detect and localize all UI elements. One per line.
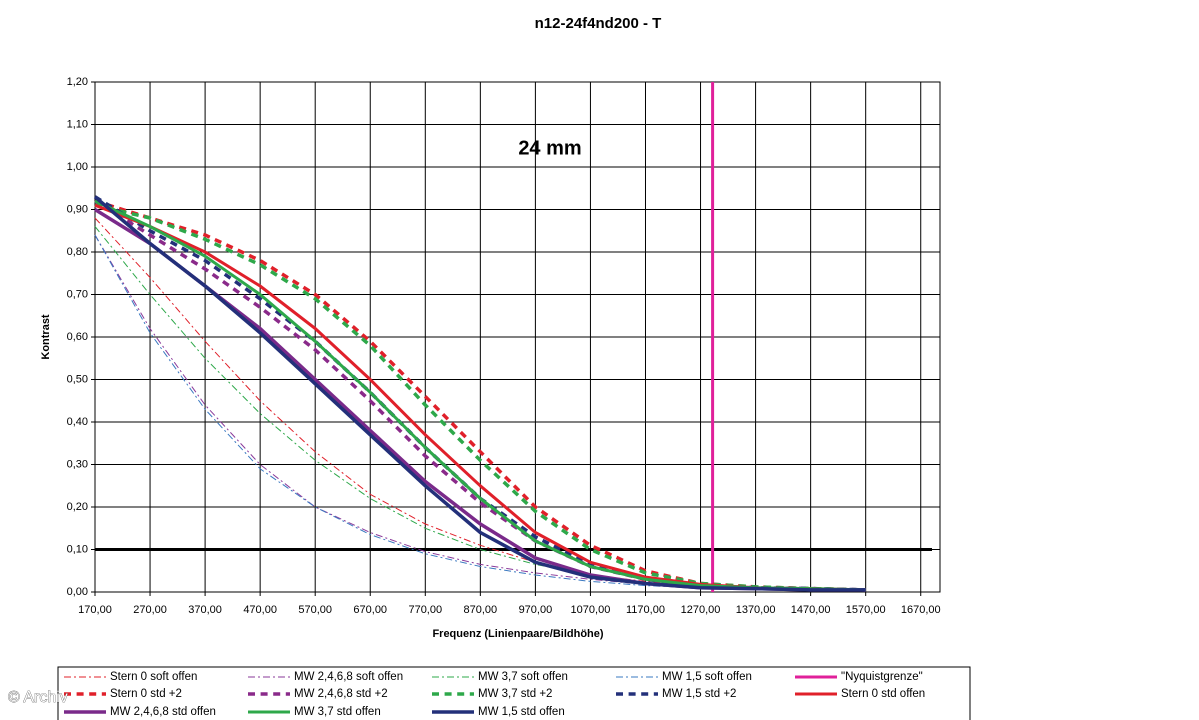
x-tick-label: 1470,00 — [791, 604, 831, 616]
legend-label: MW 2,4,6,8 std offen — [110, 706, 216, 718]
y-tick-label: 1,10 — [67, 118, 88, 130]
watermark: © Archiv — [8, 689, 68, 706]
x-tick-label: 1570,00 — [846, 604, 886, 616]
y-axis-label: Kontrast — [40, 314, 52, 360]
legend-label: MW 2,4,6,8 std +2 — [294, 688, 388, 700]
series-line — [94, 217, 866, 591]
y-tick-label: 0,30 — [67, 458, 88, 470]
legend-label: MW 1,5 soft offen — [662, 671, 752, 683]
legend-label: MW 3,7 std +2 — [478, 688, 552, 700]
y-tick-label: 0,00 — [67, 586, 88, 598]
series-line — [94, 203, 866, 592]
series-line — [94, 199, 866, 592]
lines — [93, 82, 932, 592]
series-line — [94, 234, 866, 591]
y-tick-label: 0,70 — [67, 288, 88, 300]
legend-label: Stern 0 std offen — [841, 688, 925, 700]
x-tick-label: 670,00 — [353, 604, 387, 616]
y-tick-label: 1,20 — [67, 76, 88, 88]
y-tick-label: 0,60 — [67, 331, 88, 343]
y-tick-label: 0,40 — [67, 416, 88, 428]
series-line — [94, 199, 866, 592]
chart-title: n12-24f4nd200 - T — [535, 15, 662, 32]
x-tick-label: 970,00 — [519, 604, 553, 616]
legend-label: Stern 0 soft offen — [110, 671, 197, 683]
y-tick-label: 0,50 — [67, 373, 88, 385]
legend-label: MW 2,4,6,8 soft offen — [294, 671, 403, 683]
x-tick-label: 370,00 — [188, 604, 222, 616]
series-line — [93, 195, 866, 592]
x-tick-label: 870,00 — [464, 604, 498, 616]
x-tick-label: 570,00 — [298, 604, 332, 616]
legend-label: MW 3,7 soft offen — [478, 671, 568, 683]
x-tick-label: 770,00 — [408, 604, 442, 616]
y-tick-label: 0,90 — [67, 203, 88, 215]
legend-label: MW 3,7 std offen — [294, 706, 381, 718]
x-tick-label: 1670,00 — [901, 604, 941, 616]
y-tick-label: 0,20 — [67, 501, 88, 513]
y-tick-label: 0,80 — [67, 246, 88, 258]
legend-label: Stern 0 std +2 — [110, 688, 182, 700]
x-tick-label: 170,00 — [78, 604, 112, 616]
series-line — [94, 234, 866, 591]
x-tick-label: 470,00 — [243, 604, 277, 616]
x-tick-label: 1370,00 — [736, 604, 776, 616]
legend-label: MW 1,5 std offen — [478, 706, 565, 718]
annotation: 24 mm — [518, 137, 581, 159]
x-tick-label: 270,00 — [133, 604, 167, 616]
x-tick-label: 1070,00 — [571, 604, 611, 616]
legend: Stern 0 soft offen MW 2,4,6,8 soft offen M… — [64, 671, 925, 718]
y-tick-label: 1,00 — [67, 161, 88, 173]
legend-label: "Nyquistgrenze" — [841, 671, 923, 683]
x-tick-label: 1270,00 — [681, 604, 721, 616]
x-tick-label: 1170,00 — [626, 604, 665, 616]
x-axis-label: Frequenz (Linienpaare/Bildhöhe) — [432, 628, 603, 640]
y-tick-label: 0,10 — [67, 543, 88, 555]
legend-label: MW 1,5 std +2 — [662, 688, 736, 700]
